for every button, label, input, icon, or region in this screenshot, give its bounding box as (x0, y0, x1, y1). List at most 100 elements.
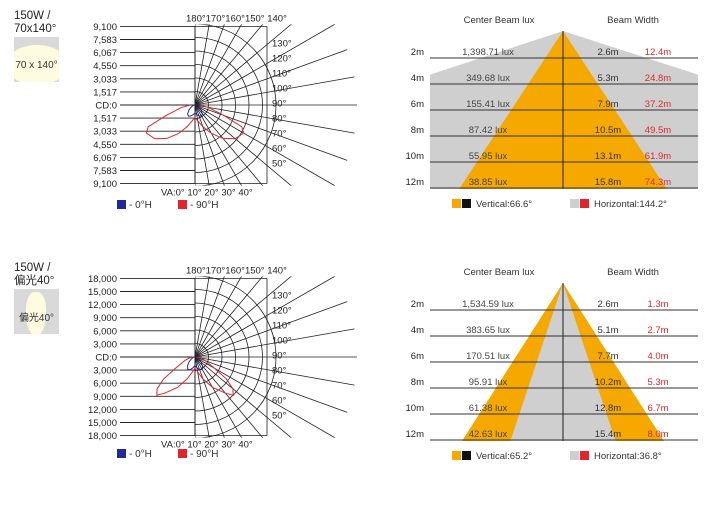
panel-title-line1: 150W / (14, 10, 51, 22)
lux-value: 38.85 lux (469, 177, 508, 188)
cd-tick-label: 6,067 (93, 48, 117, 59)
lux-value: 170.51 lux (466, 351, 510, 362)
horizontal-width-value: 1.3m (647, 299, 668, 310)
polar-radial (195, 356, 264, 438)
horizontal-width-value: 24.8m (645, 73, 671, 84)
side-angle-label: 80° (272, 113, 287, 124)
col-header-lux: Center Beam lux (464, 267, 535, 278)
legend-swatch-red (178, 449, 187, 458)
bottom-angle-labels: VA:0° 10° 20° 30° 40° (161, 440, 253, 451)
beam-thumbnail: 70 x 140° (14, 37, 59, 82)
legend-label: - 90°H (190, 200, 219, 211)
legend-item-90H: - 90°H (178, 200, 218, 211)
beam-thumbnail: 偏光40° (14, 289, 59, 334)
lux-value: 1,534.59 lux (462, 299, 514, 310)
side-angle-label: 130° (272, 290, 292, 301)
polar-chart: 18,000 15,000 12,000 9,000 6,000 3,000 CD:0 3,0… (88, 265, 357, 451)
cd-tick-label: 18,000 (88, 274, 117, 285)
top-angle-labels: 180°170°160°150° 140° (186, 13, 287, 24)
horizontal-width-value: 8.0m (647, 429, 668, 440)
polar-radial (195, 104, 336, 186)
distance-label: 12m (406, 177, 425, 188)
cd-tick-label: 15,000 (88, 287, 117, 298)
series-curve-0H (186, 356, 204, 371)
cd-tick-label: 1,517 (93, 87, 117, 98)
distance-label: 6m (411, 351, 424, 362)
horizontal-width-value: 74.3m (645, 177, 671, 188)
polar-radial (195, 356, 336, 438)
side-angle-label: 120° (272, 53, 292, 64)
beam-chart: Center Beam lux Beam Width 2m 1,398.71 lux 2… (406, 15, 698, 210)
legend-swatch-vertical (452, 199, 461, 208)
lux-value: 42.63 lux (469, 429, 508, 440)
lux-value: 61.38 lux (469, 403, 508, 414)
polar-radial (195, 104, 242, 186)
polar-radial (195, 276, 242, 358)
cd-tick-label: 9,100 (93, 179, 117, 190)
legend-swatch-blue (117, 200, 126, 209)
cd-tick-label: 9,100 (93, 22, 117, 33)
cd-tick-label: 6,000 (93, 326, 117, 337)
polar-radial (195, 24, 292, 106)
col-header-width: Beam Width (607, 15, 659, 26)
beam-chart: Center Beam lux Beam Width 2m 1,534.59 lux 2… (406, 267, 698, 462)
polar-radial (195, 104, 225, 186)
side-angle-label: 70° (272, 128, 287, 139)
polar-radial (195, 104, 292, 186)
top-angle-labels: 180°170°160°150° 140° (186, 265, 287, 276)
legend-swatch-blue (117, 449, 126, 458)
horizontal-width-value: 2.7m (647, 325, 668, 336)
side-angle-label: 60° (272, 143, 287, 154)
panel-title-line1: 150W / (14, 262, 51, 274)
polar-radial (195, 356, 292, 438)
polar-radial (195, 49, 348, 106)
side-angle-label: 70° (272, 380, 287, 391)
polar-radial (195, 24, 225, 106)
vertical-width-value: 12.8m (595, 403, 621, 414)
polar-radial (195, 276, 264, 358)
col-header-width: Beam Width (607, 267, 659, 278)
panel-title-line2: 偏光40° (14, 275, 55, 287)
col-header-lux: Center Beam lux (464, 15, 535, 26)
horizontal-width-value: 5.3m (647, 377, 668, 388)
cd-tick-label: 6,067 (93, 153, 117, 164)
cd-tick-label: 6,000 (93, 379, 117, 390)
series-curve-90H (145, 104, 245, 140)
legend-horizontal-label: Horizontal:36.8° (594, 451, 662, 462)
polar-radial (195, 276, 210, 358)
legend-swatch-red (178, 200, 187, 209)
distance-label: 4m (411, 73, 424, 84)
polar-radial (195, 276, 225, 358)
cd-tick-label: 7,583 (93, 166, 117, 177)
distance-label: 2m (411, 299, 424, 310)
legend-swatch-horizontal-red (580, 199, 589, 208)
side-angle-label: 100° (272, 83, 292, 94)
lux-value: 1,398.71 lux (462, 47, 514, 58)
vertical-width-value: 13.1m (595, 151, 621, 162)
horizontal-width-value: 4.0m (647, 351, 668, 362)
horizontal-width-value: 37.2m (645, 99, 671, 110)
distance-label: 2m (411, 47, 424, 58)
polar-radial (195, 104, 210, 186)
cd-tick-label: 9,000 (93, 313, 117, 324)
side-angle-label: 100° (272, 335, 292, 346)
polar-grid: 9,100 7,583 6,067 4,550 3,033 1,517 CD:0 1,517 3… (93, 13, 292, 198)
cd-tick-label: 3,000 (93, 366, 117, 377)
polar-radial (195, 76, 355, 106)
vertical-width-value: 7.7m (597, 351, 618, 362)
product-panel-2: 150W / 偏光40° 偏光40° 18,000 15,000 12,000 9,0… (0, 252, 722, 502)
vertical-width-value: 10.2m (595, 377, 621, 388)
cd-tick-label: 3,000 (93, 339, 117, 350)
cd-tick-label: 18,000 (88, 431, 117, 442)
polar-radial (195, 24, 264, 106)
lux-value: 155.41 lux (466, 99, 510, 110)
polar-radial (195, 104, 348, 161)
polar-grid-clipped (195, 24, 357, 186)
vertical-width-value: 2.6m (597, 299, 618, 310)
side-angle-label: 120° (272, 305, 292, 316)
beam-thumbnail-label: 70 x 140° (15, 60, 58, 71)
legend-swatch-horizontal (570, 451, 579, 460)
legend-item-90H: - 90°H (178, 449, 218, 460)
legend-swatch-vertical (452, 451, 461, 460)
legend-label: - 90°H (190, 449, 219, 460)
